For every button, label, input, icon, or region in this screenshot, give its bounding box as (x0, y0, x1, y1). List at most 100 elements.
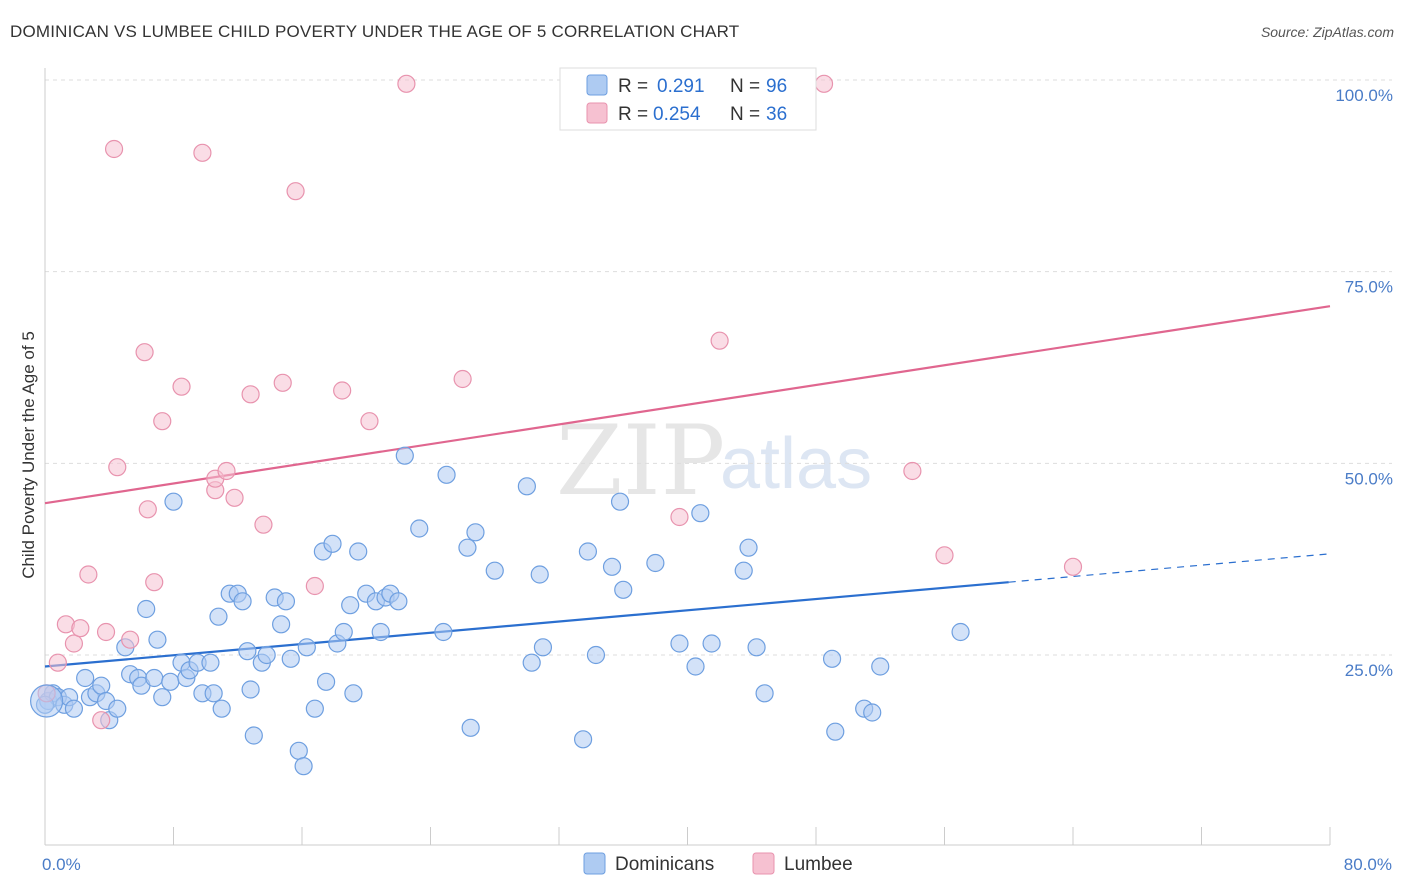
legend-n-label-1: N = (730, 76, 760, 97)
dominicans-point (201, 653, 220, 672)
dominicans-point (586, 645, 606, 665)
lumbee-point (903, 461, 922, 481)
dominicans-point (517, 477, 536, 496)
x-tick-label-min: 0.0% (42, 855, 81, 874)
data-points (30, 74, 1083, 776)
dominicans-point (434, 622, 453, 642)
dominicans-point (323, 534, 342, 553)
dominicans-point (522, 653, 541, 672)
lumbee-point (71, 619, 90, 638)
dominicans-point (485, 561, 504, 580)
y-tick-label: 25.0% (1345, 661, 1393, 680)
dominicans-point (341, 596, 360, 615)
dominicans-point (691, 504, 710, 523)
x-tick-label-max: 80.0% (1344, 855, 1392, 874)
dominicans-point (76, 668, 95, 688)
lumbee-point (305, 576, 324, 596)
trend-lines (44, 305, 1331, 668)
dominicans-point (533, 638, 553, 657)
lumbee-point (121, 630, 140, 649)
lumbee-point (273, 373, 292, 392)
dominicans-point (610, 492, 630, 511)
legend-n-value-1: 96 (766, 76, 787, 97)
dominicans-point (294, 757, 313, 776)
lumbee-point (1063, 557, 1083, 576)
dominicans-point (734, 561, 753, 580)
legend-bottom: Dominicans Lumbee (583, 852, 853, 875)
lumbee-point (64, 634, 84, 653)
dominicans-point (289, 741, 308, 760)
chart-title: DOMINICAN VS LUMBEE CHILD POVERTY UNDER … (10, 22, 740, 41)
legend-r-value-1: 0.291 (657, 76, 705, 97)
dominicans-point (602, 557, 622, 576)
dominicans-point (233, 592, 252, 611)
dominicans-point (204, 684, 223, 703)
lumbee-point (360, 412, 379, 431)
legend-r-label-1: R = (618, 76, 648, 97)
dominicans-point (614, 580, 633, 599)
y-axis-label: Child Poverty Under the Age of 5 (19, 331, 38, 579)
dominicans-point (458, 538, 477, 557)
dominicans-point (349, 542, 368, 561)
lumbee-point (153, 412, 172, 431)
lumbee-point (104, 139, 124, 159)
legend-r-value-2: 0.254 (653, 104, 701, 125)
lumbee-point (225, 488, 244, 507)
legend-r-label-2: R = (618, 104, 648, 125)
source-credit: Source: ZipAtlas.com (1260, 24, 1394, 40)
dominicans-point (646, 553, 665, 573)
watermark-zip: ZIP (556, 405, 725, 517)
dominicans-point (257, 645, 276, 665)
dominicans-point (871, 657, 890, 676)
dominicans-point (739, 538, 758, 557)
lumbee-point (286, 182, 305, 201)
lumbee-point (710, 331, 729, 350)
lumbee-point (397, 74, 416, 93)
dominicans-point (238, 642, 257, 661)
dominicans-point (578, 542, 598, 561)
dominicans-point (137, 599, 156, 619)
dominicans-point (148, 630, 167, 649)
legend-n-label-2: N = (730, 104, 760, 125)
dominicans-point (145, 668, 164, 688)
dominicans-point (212, 699, 231, 718)
dominicans-point (209, 607, 228, 626)
dominicans-point (747, 638, 766, 657)
dominicans-point (822, 649, 842, 668)
lumbee-point (145, 573, 164, 592)
lumbee-point (48, 653, 67, 672)
dominicans-point (161, 672, 180, 691)
lumbee-point (138, 500, 157, 519)
lumbee-point (135, 343, 154, 362)
lumbee-point (935, 546, 954, 565)
y-tick-label: 75.0% (1345, 278, 1393, 297)
dominicans-point (466, 523, 485, 542)
watermark-atlas: atlas (720, 424, 872, 504)
lumbee-point (814, 74, 834, 93)
dominicans-point (276, 592, 296, 611)
legend-bottom-label-dominicans: Dominicans (615, 854, 714, 875)
dominicans-point (297, 638, 316, 657)
dominicans-point (334, 622, 353, 642)
lumbee-point (172, 377, 191, 396)
trend-line-dominicans (44, 581, 1009, 668)
dominicans-point (164, 492, 183, 511)
dominicans-point (108, 699, 127, 718)
legend-swatch-lumbee (586, 102, 608, 124)
dominicans-point (281, 649, 300, 668)
lumbee-point (254, 515, 273, 534)
dominicans-point (371, 622, 390, 642)
lumbee-point (241, 385, 260, 404)
dominicans-point (316, 672, 336, 691)
dominicans-point (389, 592, 408, 611)
dominicans-point (64, 699, 84, 718)
dominicans-point (244, 726, 263, 745)
lumbee-point (217, 461, 236, 481)
dominicans-point (951, 622, 970, 642)
legend-bottom-swatch-lumbee (752, 852, 775, 875)
lumbee-point (193, 143, 212, 162)
dominicans-point (702, 634, 721, 653)
dominicans-point (92, 676, 111, 695)
dominicans-point (30, 684, 64, 718)
